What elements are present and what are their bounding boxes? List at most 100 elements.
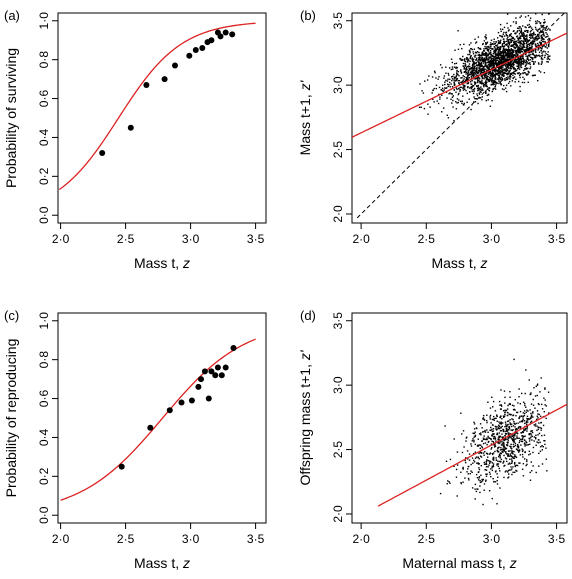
data-point [172, 62, 178, 69]
data-point [526, 417, 528, 420]
data-point [485, 91, 487, 94]
data-point [500, 415, 502, 417]
data-point [531, 40, 534, 42]
data-point [501, 57, 504, 60]
data-point [435, 77, 437, 79]
data-point [469, 472, 471, 475]
data-point [500, 70, 502, 72]
data-point [451, 66, 454, 68]
data-point [488, 52, 490, 54]
data-point [505, 453, 508, 455]
data-point [515, 60, 517, 63]
data-point [530, 56, 532, 58]
data-point [479, 48, 481, 50]
data-point [514, 54, 516, 57]
data-point [480, 464, 483, 467]
data-point [506, 73, 508, 76]
data-point [545, 53, 547, 55]
data-point [478, 89, 480, 91]
data-point [487, 67, 490, 69]
data-point [537, 417, 539, 419]
data-point [483, 40, 486, 42]
data-point [525, 60, 528, 63]
data-point [490, 438, 492, 441]
data-point [483, 463, 486, 465]
data-point [497, 446, 499, 449]
data-point [486, 78, 488, 80]
data-point [538, 422, 540, 424]
data-point [485, 84, 488, 86]
data-point [520, 40, 523, 42]
data-point [510, 40, 512, 43]
data-point [195, 383, 202, 390]
data-point [516, 54, 519, 57]
data-point [460, 77, 462, 79]
data-point [494, 63, 497, 65]
data-point [507, 39, 509, 41]
data-point [444, 81, 446, 83]
data-point [504, 69, 506, 72]
data-point [501, 74, 504, 76]
data-point [147, 424, 154, 431]
data-point [541, 25, 544, 27]
data-point [486, 421, 488, 424]
data-point [509, 65, 512, 68]
data-point [502, 436, 505, 438]
data-point [466, 65, 469, 68]
data-point [493, 65, 495, 68]
data-point [438, 76, 440, 78]
data-point [542, 26, 544, 28]
data-point [541, 47, 543, 50]
data-point [482, 417, 485, 419]
data-point [495, 470, 497, 472]
data-point [486, 65, 489, 67]
data-point [537, 49, 539, 51]
data-point [495, 49, 497, 51]
data-point [529, 62, 531, 64]
data-point [515, 415, 517, 417]
data-point [539, 71, 542, 73]
data-point [482, 84, 485, 87]
data-point [465, 76, 467, 79]
data-point [465, 89, 467, 92]
data-point [520, 61, 522, 63]
data-point [512, 429, 514, 431]
data-point [469, 71, 472, 74]
data-point [545, 32, 547, 34]
data-point [507, 54, 510, 57]
data-point [524, 392, 526, 395]
data-point [481, 79, 483, 81]
data-point [500, 78, 502, 81]
data-point [478, 475, 481, 478]
data-point [531, 435, 534, 438]
data-point [517, 62, 519, 65]
data-point [505, 63, 508, 66]
data-point [489, 68, 491, 71]
data-point [479, 73, 481, 75]
data-point [511, 452, 514, 454]
data-point [491, 453, 494, 456]
data-point [478, 63, 481, 66]
data-point [481, 58, 483, 60]
data-point [521, 62, 523, 65]
data-point [543, 35, 545, 37]
data-point [509, 435, 511, 437]
data-point [471, 58, 473, 60]
data-point [222, 29, 229, 36]
data-point [521, 392, 523, 395]
data-point [524, 50, 527, 52]
plot-content [60, 338, 256, 501]
data-point [509, 390, 511, 393]
data-point [529, 453, 532, 455]
data-point [516, 31, 518, 33]
data-point [467, 53, 469, 56]
data-point [512, 435, 514, 438]
data-point [518, 396, 520, 398]
data-point [505, 54, 508, 57]
data-point [526, 61, 528, 64]
data-point [487, 435, 489, 438]
data-point [510, 56, 513, 58]
data-point [466, 60, 469, 62]
data-point [499, 51, 502, 54]
data-point [502, 451, 504, 453]
